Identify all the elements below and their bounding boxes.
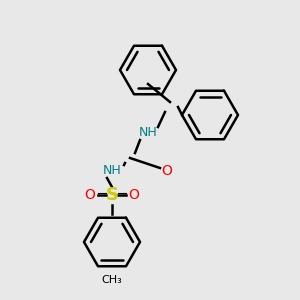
Text: S: S (106, 186, 118, 204)
Text: CH₃: CH₃ (102, 275, 122, 285)
Text: O: O (129, 188, 140, 202)
Text: O: O (162, 164, 172, 178)
Text: NH: NH (139, 125, 158, 139)
Text: NH: NH (103, 164, 122, 176)
Text: O: O (85, 188, 95, 202)
